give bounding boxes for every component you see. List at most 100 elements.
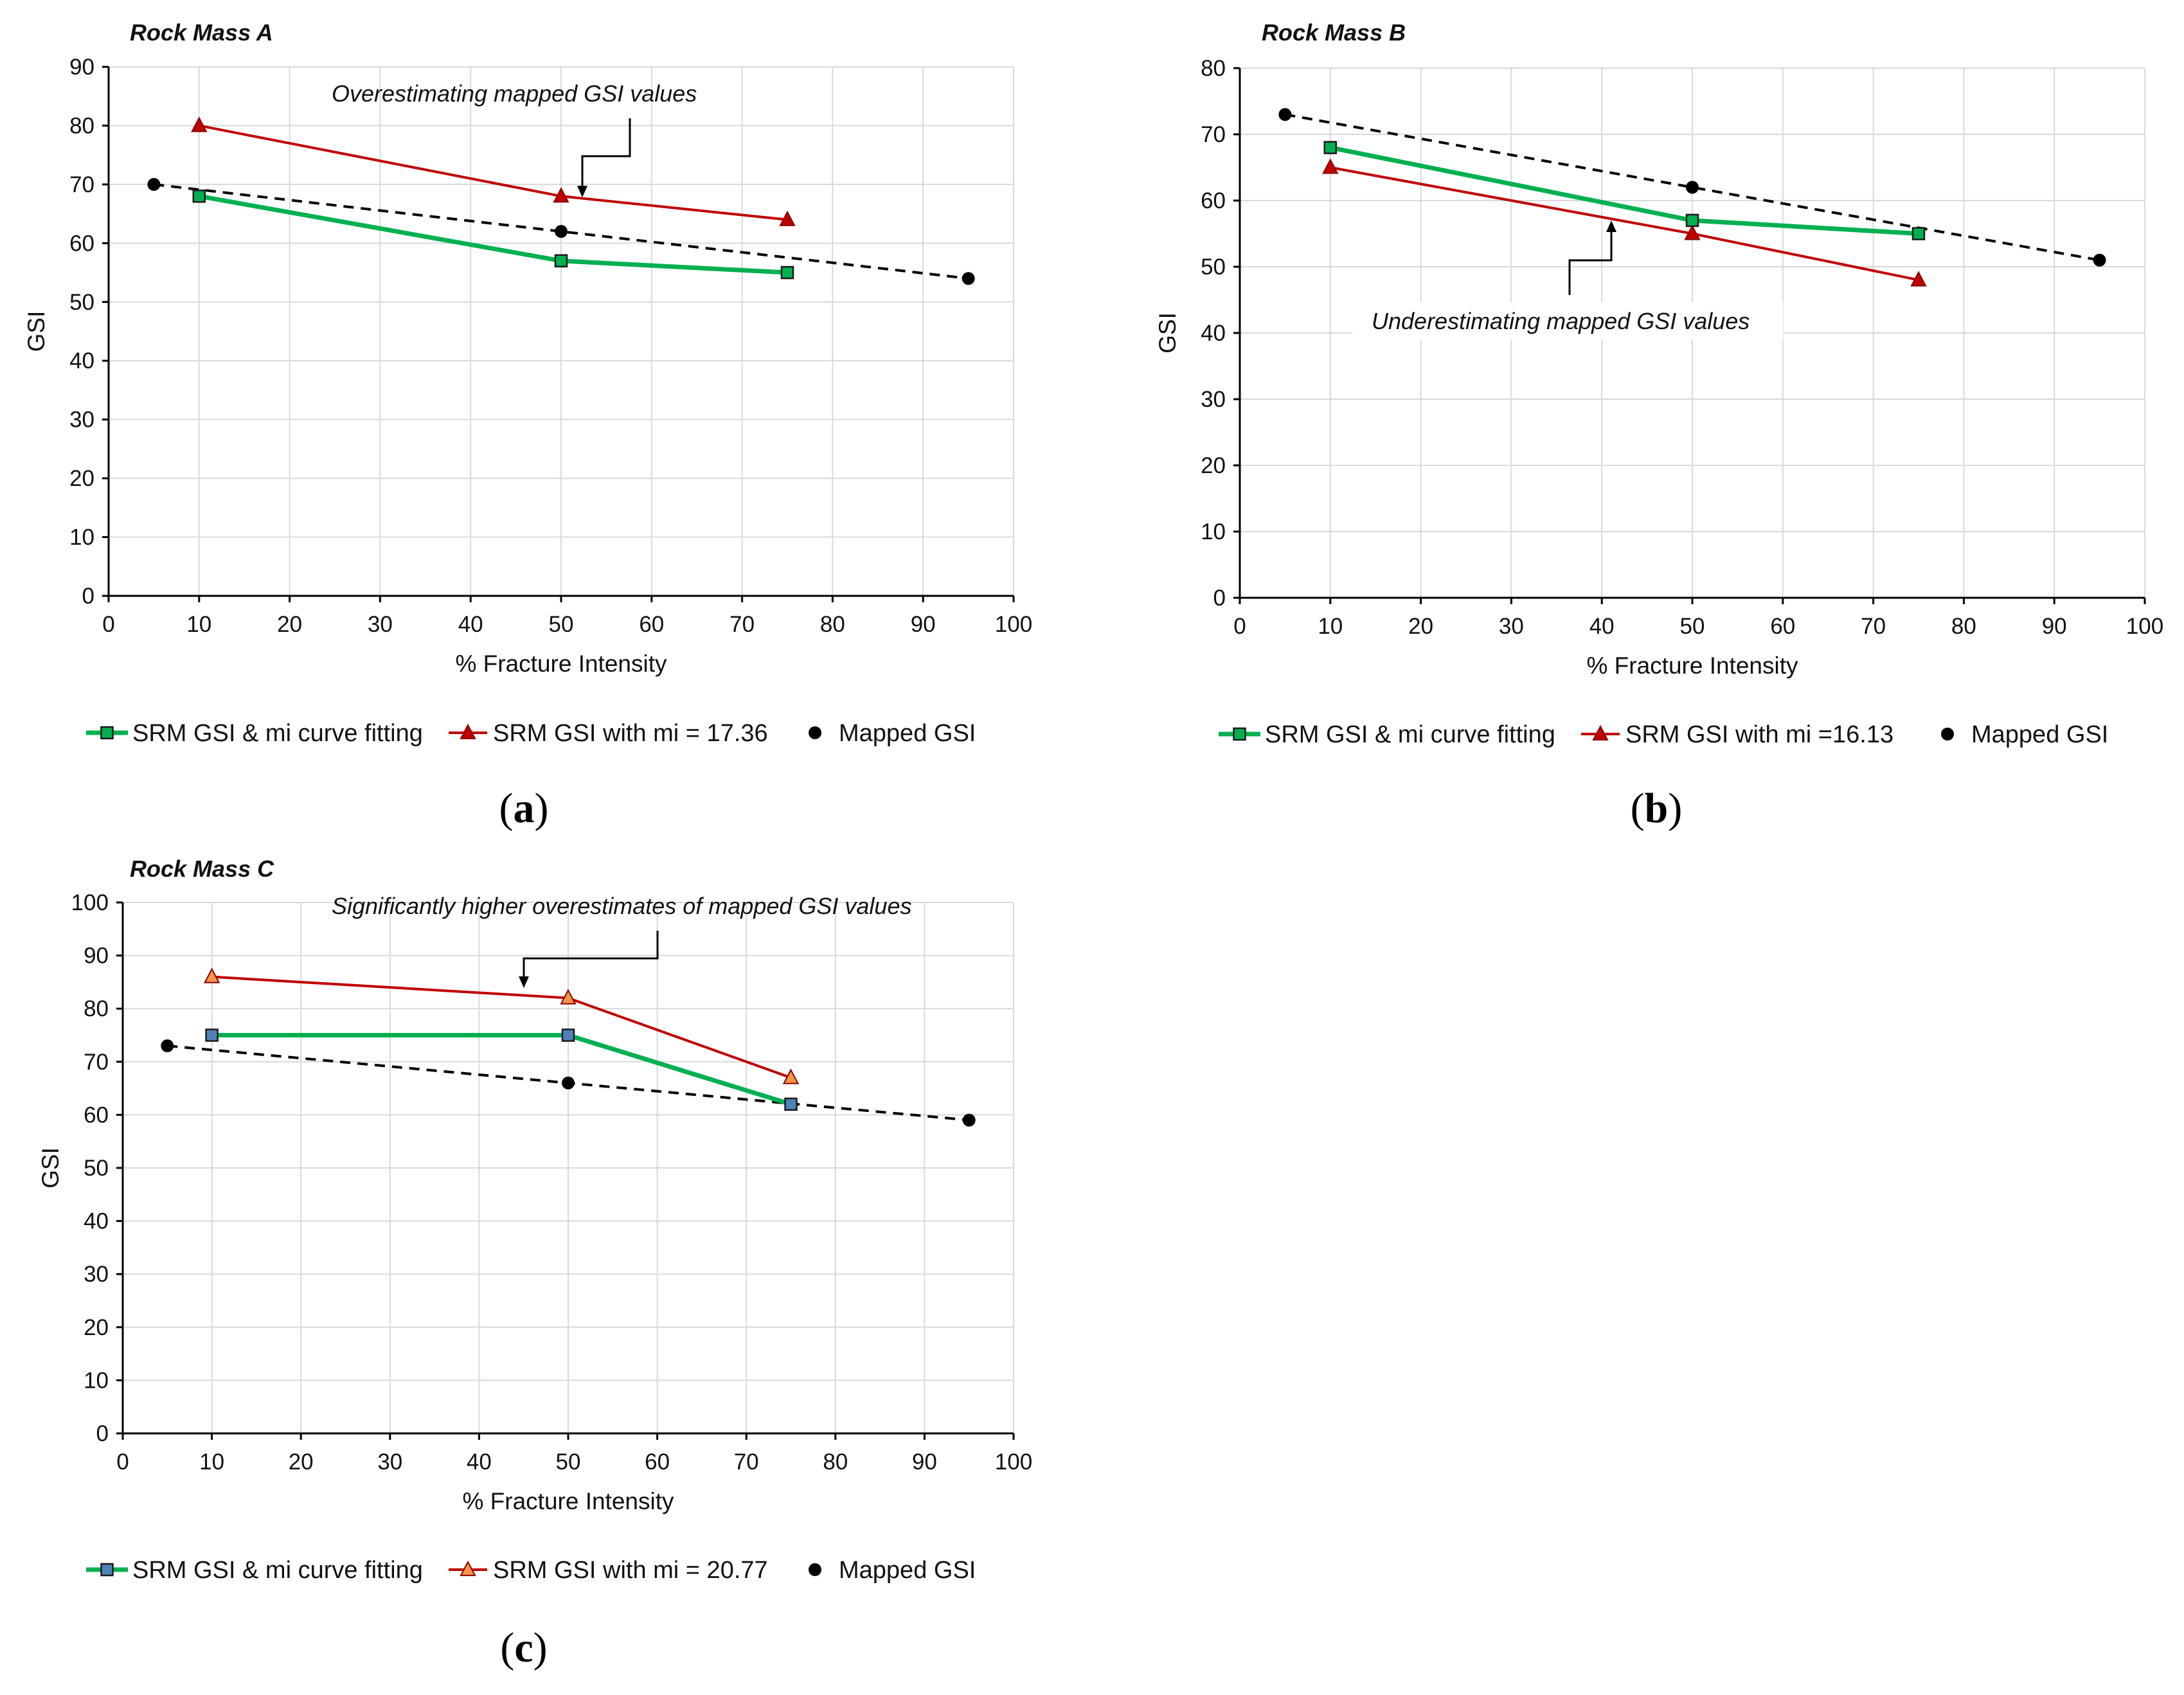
panel-letter: c — [514, 1624, 533, 1671]
legend-label: Mapped GSI — [839, 1557, 976, 1584]
x-tick-label: 50 — [556, 1449, 581, 1475]
data-point — [1684, 224, 1701, 240]
x-tick-label: 60 — [639, 612, 664, 637]
y-tick-label: 30 — [69, 408, 94, 433]
x-tick-label: 50 — [1680, 614, 1705, 639]
y-axis-label: GSI — [37, 1147, 64, 1188]
legend-item: SRM GSI & mi curve fitting — [86, 1557, 423, 1584]
chart-panel-a: 0 10 20 30 40 50 60 70 80 90 100 0 10 20 30 40 50 60 70 80 9… — [23, 19, 1032, 832]
legend-label: Mapped GSI — [839, 720, 976, 747]
y-tick-label: 10 — [1201, 519, 1226, 544]
y-tick-label: 90 — [69, 55, 94, 80]
y-tick-label: 50 — [1201, 255, 1226, 280]
data-point — [779, 210, 796, 226]
y-tick-label: 100 — [71, 890, 109, 915]
x-tick-label: 10 — [199, 1449, 224, 1475]
data-point — [1685, 213, 1699, 228]
y-tick-label: 20 — [1201, 453, 1226, 478]
x-tick-label: 20 — [289, 1449, 314, 1475]
y-tick-label: 40 — [69, 348, 94, 373]
x-tick-label: 20 — [1408, 614, 1433, 639]
y-tick-label: 20 — [84, 1315, 109, 1340]
annotation-arrow — [1568, 226, 1613, 295]
series-line-0 — [199, 193, 788, 275]
arrow-head-icon — [519, 976, 529, 988]
panel-caption: (c) — [500, 1624, 547, 1671]
x-axis-label: % Fracture Intensity — [1586, 652, 1798, 679]
panel-letter: a — [514, 785, 535, 832]
chart-title: Rock Mass B — [1262, 19, 1406, 46]
x-tick-label: 90 — [912, 1449, 937, 1475]
data-point — [1910, 271, 1927, 287]
x-tick-label: 100 — [995, 1449, 1032, 1475]
y-tick-label: 30 — [1201, 387, 1226, 412]
y-axis-label: GSI — [23, 311, 49, 352]
data-point — [561, 1028, 575, 1042]
panel-letter: b — [1645, 785, 1669, 832]
legend-marker — [1233, 727, 1246, 741]
data-point — [147, 177, 161, 191]
chart-title: Rock Mass C — [130, 856, 274, 882]
annotation-text: Overestimating mapped GSI values — [332, 80, 697, 107]
annotation-text: Underestimating mapped GSI values — [1372, 308, 1750, 334]
y-tick-label: 0 — [96, 1421, 109, 1446]
y-tick-label: 90 — [84, 944, 109, 969]
x-tick-label: 80 — [820, 612, 845, 637]
y-tick-label: 40 — [84, 1209, 109, 1234]
x-tick-label: 30 — [1499, 614, 1524, 639]
legend-item: SRM GSI with mi = 20.77 — [449, 1557, 768, 1584]
legend-marker — [100, 1563, 114, 1577]
data-point — [203, 967, 220, 983]
legend-item: Mapped GSI — [809, 1557, 976, 1584]
x-tick-label: 40 — [1589, 614, 1615, 639]
y-tick-label: 70 — [69, 172, 94, 197]
data-point — [1911, 227, 1926, 240]
x-tick-label: 90 — [911, 612, 936, 637]
arrow-head-icon — [577, 186, 587, 197]
legend-label: SRM GSI with mi = 20.77 — [493, 1557, 768, 1584]
legend-label: SRM GSI & mi curve fitting — [132, 720, 423, 747]
data-point — [962, 1113, 976, 1127]
x-tick-label: 30 — [368, 612, 393, 637]
y-tick-label: 10 — [84, 1368, 109, 1393]
legend-label: SRM GSI & mi curve fitting — [132, 1557, 423, 1584]
y-tick-label: 20 — [69, 466, 94, 491]
x-tick-label: 0 — [116, 1449, 129, 1475]
y-tick-label: 0 — [1213, 586, 1226, 611]
panel-caption: (a) — [499, 785, 549, 832]
data-point — [784, 1097, 798, 1111]
data-point — [555, 225, 568, 238]
x-tick-label: 40 — [467, 1449, 492, 1475]
series-line-1 — [1330, 166, 1919, 282]
legend-marker — [1592, 724, 1609, 740]
x-tick-label: 10 — [186, 612, 211, 637]
legend-label: Mapped GSI — [1971, 721, 2108, 748]
legend-item: SRM GSI with mi =16.13 — [1581, 721, 1893, 748]
x-axis-label: % Fracture Intensity — [462, 1488, 674, 1514]
legend-item: SRM GSI & mi curve fitting — [1219, 721, 1555, 748]
series-line-1 — [199, 124, 788, 221]
series-line-1 — [211, 975, 792, 1079]
data-point — [553, 187, 569, 203]
x-tick-label: 20 — [277, 612, 302, 637]
x-tick-label: 80 — [823, 1449, 848, 1475]
legend-marker — [809, 1563, 821, 1576]
legend-item: SRM GSI & mi curve fitting — [86, 720, 423, 747]
x-tick-label: 80 — [1951, 614, 1976, 639]
y-tick-label: 70 — [1201, 122, 1226, 147]
y-tick-label: 60 — [1201, 188, 1226, 213]
y-tick-label: 80 — [69, 113, 94, 138]
y-tick-label: 30 — [84, 1262, 109, 1287]
x-tick-label: 10 — [1318, 614, 1343, 639]
x-tick-label: 0 — [1233, 614, 1246, 639]
x-tick-label: 70 — [734, 1449, 759, 1475]
chart-panel-c: 0 10 20 30 40 50 60 70 80 90 100 0 10 20 30 40 50 60 70 80 9… — [37, 856, 1032, 1671]
legend-label: SRM GSI with mi =16.13 — [1625, 721, 1893, 748]
legend-marker — [809, 726, 821, 739]
legend-marker — [460, 723, 476, 739]
legend-item: Mapped GSI — [1941, 721, 2108, 748]
x-tick-label: 0 — [102, 612, 114, 637]
y-tick-label: 10 — [69, 525, 94, 550]
legend-item: Mapped GSI — [809, 720, 976, 747]
